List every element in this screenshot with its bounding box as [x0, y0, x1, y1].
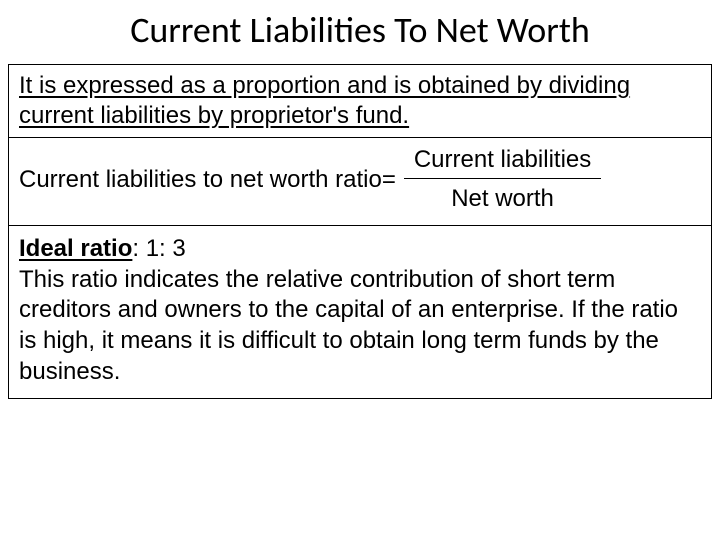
formula-section: Current liabilities to net worth ratio= …	[9, 137, 711, 226]
ideal-ratio-value: : 1: 3	[132, 235, 185, 262]
description-section: It is expressed as a proportion and is o…	[9, 65, 711, 137]
formula-denominator: Net worth	[441, 179, 564, 213]
description-text: It is expressed as a proportion and is o…	[19, 71, 701, 131]
explanation-text: This ratio indicates the relative contri…	[19, 265, 701, 388]
content-box: It is expressed as a proportion and is o…	[8, 64, 712, 399]
formula-row: Current liabilities to net worth ratio= …	[19, 146, 701, 213]
formula-label: Current liabilities to net worth ratio=	[19, 166, 396, 194]
slide-container: Current Liabilities To Net Worth It is e…	[0, 0, 720, 540]
ideal-ratio-line: Ideal ratio: 1: 3	[19, 234, 701, 265]
ideal-ratio-label: Ideal ratio	[19, 235, 132, 262]
slide-title: Current Liabilities To Net Worth	[0, 8, 720, 52]
formula-fraction: Current liabilities Net worth	[404, 146, 601, 213]
explanation-section: Ideal ratio: 1: 3 This ratio indicates t…	[9, 226, 711, 398]
formula-numerator: Current liabilities	[404, 146, 601, 178]
